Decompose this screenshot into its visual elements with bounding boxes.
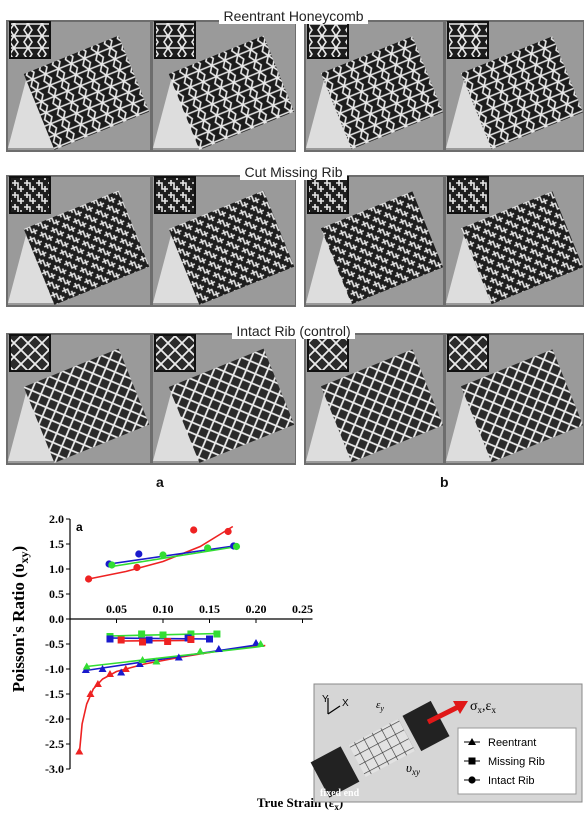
specimen-photo-reentrant-a [6,20,296,152]
data-point-diamond [224,527,232,536]
data-point-diamond [190,526,198,534]
grip-block [402,700,450,752]
data-point-triangle [121,665,130,672]
legend-marker-diamond [468,776,476,784]
data-point-diamond [135,550,143,558]
data-point-diamond [133,563,141,572]
data-point-triangle [196,647,205,655]
data-point-diamond [85,575,93,583]
data-point-triangle [135,660,144,667]
fit-line-blue [108,545,234,565]
specimen-photo-intact-rib-a [6,333,296,465]
fixed-end-block [310,746,360,798]
data-point-diamond [159,551,167,559]
inset-eps-y-label: εy [376,699,384,713]
data-point-square [106,635,114,643]
data-point-triangle [252,639,260,646]
load-arrow [426,703,462,725]
data-point-triangle [82,662,91,670]
data-point-square [164,638,172,645]
data-point-square [187,630,195,638]
data-point-square [206,635,213,643]
y-axis-label: Poisson's Ratio (υxy) [9,546,31,692]
legend-marker-triangle [468,738,476,745]
fit-line-blue [85,644,257,672]
x-tick-label: 0.15 [199,602,220,616]
data-point-triangle [98,665,107,672]
x-tick-label: 0.05 [106,602,127,616]
inset-nu-label: υxy [406,760,420,777]
legend-label: Missing Rib [488,756,545,768]
y-tick-label: 0.0 [49,612,64,626]
row-title-reentrant: Reentrant Honeycomb [0,8,587,24]
data-point-triangle [105,670,114,677]
x-tick-label: 0.20 [246,602,267,616]
data-point-triangle [93,680,102,687]
row-title-intact-rib: Intact Rib (control) [0,323,587,339]
data-point-square [145,636,153,644]
specimen-photo-intact-rib-b [304,333,584,465]
data-point-triangle [152,657,161,665]
panel-label-b: b [440,474,449,490]
fit-line-green [86,645,261,668]
load-arrowhead [453,701,468,714]
data-point-square [187,636,195,643]
legend-marker-square [468,757,476,765]
y-tick-label: 1.5 [49,537,64,551]
data-point-square [138,630,146,638]
row-title-missing-rib: Cut Missing Rib [0,164,587,180]
data-point-triangle [86,690,95,697]
inset-axis-y: Y [322,694,329,705]
inset-specimen [348,718,416,778]
y-tick-label: -2.0 [45,712,64,726]
data-point-diamond [108,561,116,569]
data-point-triangle [214,645,223,652]
y-tick-label: 1.0 [49,562,64,576]
data-point-diamond [232,542,241,551]
fit-line-green [111,545,238,568]
data-point-triangle [75,747,84,755]
y-tick-label: -3.0 [45,762,64,776]
data-point-triangle [174,653,183,661]
legend-label: Reentrant [488,737,536,749]
inset-x-arrow [327,705,341,715]
inset-axis-x: X [342,698,349,709]
panel-label-a: a [156,474,164,490]
fit-line-red [78,644,266,755]
x-tick-label: 0.10 [153,602,174,616]
fit-line-red [88,525,234,580]
y-tick-label: -2.5 [45,737,64,751]
data-point-diamond [204,544,212,552]
legend-label: Intact Rib [488,775,534,787]
specimen-photo-missing-rib-a [6,175,296,307]
specimen-photo-reentrant-b [304,20,584,152]
data-point-triangle [117,668,126,676]
y-tick-label: 2.0 [49,512,64,526]
photo-grid [6,20,584,465]
data-point-triangle [138,656,147,663]
x-tick-label: 0.25 [292,602,313,616]
data-point-square [117,636,125,644]
y-tick-label: 0.5 [49,587,64,601]
inset-stress-label: σx,εx [470,699,496,715]
y-tick-label: -1.5 [45,687,64,701]
specimen-photo-missing-rib-b [304,175,584,307]
chart-panel-label: a [76,520,83,534]
y-tick-label: -0.5 [45,637,64,651]
fit-line-red [121,639,191,642]
data-point-square [159,631,167,639]
data-point-square [139,638,147,646]
data-point-triangle [256,640,265,647]
inset-fixed-end-label: fixed end [320,788,360,799]
poisson-ratio-chart: 2.0 1.5 1.0 0.5 0.0 -0.5 -1.0 -1.5 -2.0 -2.5 -3.0 0… [9,512,583,812]
data-point-square [213,630,221,638]
y-tick-label: -1.0 [45,662,64,676]
